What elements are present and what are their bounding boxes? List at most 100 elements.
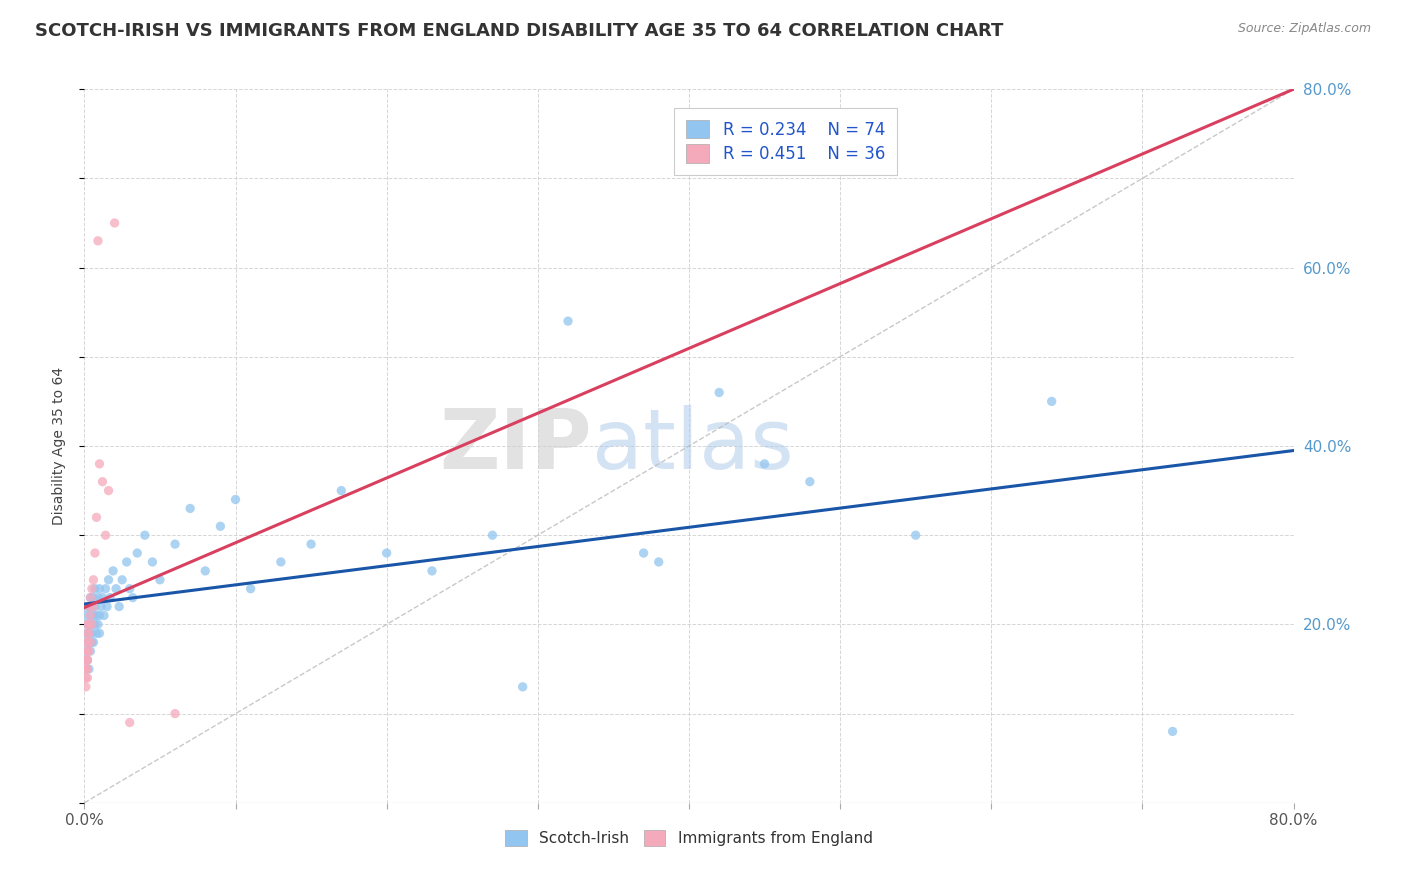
Point: [79, 635, 101, 649]
Point: [75, 644, 97, 658]
Point: [79, 644, 101, 658]
Point: [80, 626, 103, 640]
Point: [80, 582, 103, 596]
Point: [179, 501, 201, 516]
Point: [77, 662, 100, 676]
Point: [127, 546, 149, 560]
Point: [165, 537, 187, 551]
Legend: Scotch-Irish, Immigrants from England: Scotch-Irish, Immigrants from England: [499, 824, 879, 852]
Point: [420, 564, 443, 578]
Point: [76, 653, 98, 667]
Point: [89, 626, 111, 640]
Point: [648, 555, 671, 569]
Point: [75, 662, 97, 676]
Point: [165, 706, 187, 721]
Point: [98, 591, 121, 605]
Point: [904, 528, 927, 542]
Point: [84, 546, 107, 560]
Point: [75, 608, 97, 623]
Point: [239, 582, 262, 596]
Point: [633, 546, 655, 560]
Point: [76, 635, 98, 649]
Point: [76, 617, 98, 632]
Point: [75, 680, 97, 694]
Point: [86, 608, 108, 623]
Point: [77, 635, 100, 649]
Point: [77, 599, 100, 614]
Point: [709, 385, 731, 400]
Point: [91, 591, 114, 605]
Y-axis label: Disability Age 35 to 64: Disability Age 35 to 64: [52, 367, 66, 525]
Point: [105, 582, 128, 596]
Point: [76, 635, 98, 649]
Point: [94, 528, 117, 542]
Point: [77, 599, 100, 614]
Point: [76, 653, 98, 667]
Point: [80, 599, 103, 614]
Point: [89, 608, 111, 623]
Point: [76, 644, 98, 658]
Point: [108, 599, 131, 614]
Point: [209, 519, 232, 533]
Point: [76, 644, 98, 658]
Point: [94, 582, 117, 596]
Point: [115, 555, 138, 569]
Point: [77, 617, 100, 632]
Point: [77, 644, 100, 658]
Point: [82, 573, 104, 587]
Point: [90, 599, 112, 614]
Point: [93, 608, 115, 623]
Point: [375, 546, 398, 560]
Point: [79, 591, 101, 605]
Point: [799, 475, 821, 489]
Point: [89, 457, 111, 471]
Point: [330, 483, 353, 498]
Point: [225, 492, 247, 507]
Point: [76, 617, 98, 632]
Point: [299, 537, 322, 551]
Point: [91, 475, 114, 489]
Point: [80, 617, 103, 632]
Point: [101, 564, 124, 578]
Point: [79, 608, 101, 623]
Point: [481, 528, 503, 542]
Point: [76, 635, 98, 649]
Point: [87, 617, 110, 632]
Point: [82, 591, 104, 605]
Point: [1040, 394, 1063, 409]
Point: [87, 234, 110, 248]
Point: [86, 510, 108, 524]
Text: Source: ZipAtlas.com: Source: ZipAtlas.com: [1237, 22, 1371, 36]
Point: [75, 653, 97, 667]
Point: [75, 626, 97, 640]
Point: [121, 591, 143, 605]
Point: [84, 582, 107, 596]
Point: [104, 216, 127, 230]
Text: ZIP: ZIP: [440, 406, 592, 486]
Point: [79, 591, 101, 605]
Point: [80, 617, 103, 632]
Point: [86, 626, 108, 640]
Point: [75, 671, 97, 685]
Point: [111, 573, 134, 587]
Point: [89, 582, 111, 596]
Point: [84, 599, 107, 614]
Point: [76, 662, 98, 676]
Point: [194, 564, 217, 578]
Point: [77, 617, 100, 632]
Point: [82, 608, 104, 623]
Point: [754, 457, 776, 471]
Point: [84, 617, 107, 632]
Point: [77, 626, 100, 640]
Point: [270, 555, 292, 569]
Point: [79, 617, 101, 632]
Point: [75, 662, 97, 676]
Point: [512, 680, 534, 694]
Point: [82, 635, 104, 649]
Point: [557, 314, 579, 328]
Point: [76, 599, 98, 614]
Point: [118, 582, 141, 596]
Point: [141, 555, 163, 569]
Point: [134, 528, 156, 542]
Point: [80, 635, 103, 649]
